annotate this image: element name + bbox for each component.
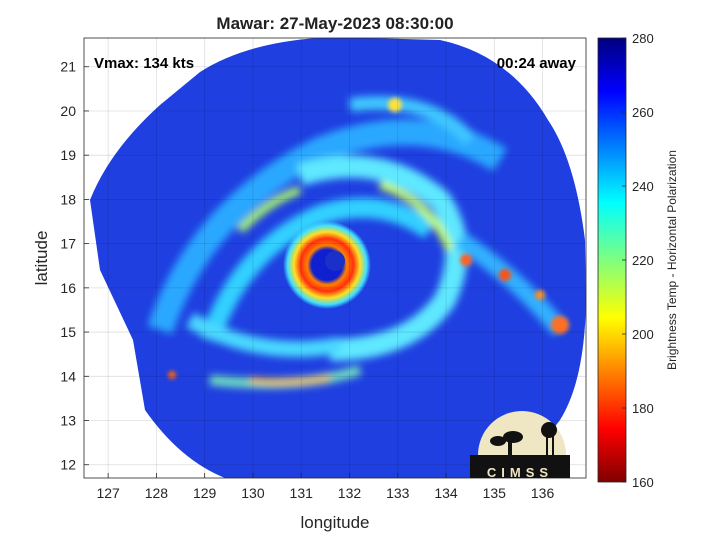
x-axis-label: longitude [300, 513, 369, 532]
time-away-annotation: 00:24 away [497, 55, 577, 72]
vmax-annotation: Vmax: 134 kts [94, 55, 194, 72]
colorbar-tick-label: 260 [632, 105, 654, 120]
x-tick-label: 127 [96, 485, 120, 501]
y-tick-label: 12 [60, 457, 76, 473]
x-tick-label: 131 [290, 485, 314, 501]
y-tick-label: 16 [60, 280, 76, 296]
y-tick-label: 17 [60, 236, 76, 252]
x-tick-label: 132 [338, 485, 362, 501]
colorbar-tick-label: 160 [632, 475, 654, 490]
x-tick-label: 129 [193, 485, 217, 501]
cimss-logo: CIMSS [470, 411, 570, 480]
y-axis-label: latitude [32, 231, 51, 286]
y-tick-label: 15 [60, 324, 76, 340]
y-tick-label: 18 [60, 191, 76, 207]
colorbar-tick-label: 280 [632, 31, 654, 46]
brightness-temperature-image [90, 38, 586, 478]
colorbar-tick-label: 180 [632, 401, 654, 416]
x-tick-label: 136 [531, 485, 555, 501]
x-tick-label: 135 [483, 485, 507, 501]
x-tick-label: 133 [386, 485, 410, 501]
y-tick-label: 20 [60, 103, 76, 119]
y-axis: 12 13 14 15 16 17 18 19 20 21 [60, 59, 89, 473]
y-tick-label: 13 [60, 413, 76, 429]
y-tick-label: 19 [60, 147, 76, 163]
y-tick-label: 21 [60, 59, 76, 75]
chart-title: Mawar: 27-May-2023 08:30:00 [216, 14, 454, 33]
plot-frame [83, 37, 587, 479]
colorbar: 160 180 200 220 240 260 280 Brightness Temp - … [597, 31, 679, 490]
colorbar-tick-label: 240 [632, 179, 654, 194]
y-tick-label: 14 [60, 368, 76, 384]
colorbar-label: Brightness Temp - Horizontal Polarizatio… [665, 150, 679, 370]
x-tick-label: 130 [241, 485, 265, 501]
colorbar-tick-label: 220 [632, 253, 654, 268]
grid [84, 38, 586, 478]
x-tick-label: 128 [145, 485, 169, 501]
logo-text: CIMSS [487, 465, 553, 480]
x-tick-label: 134 [434, 485, 458, 501]
colorbar-tick-label: 200 [632, 327, 654, 342]
x-axis: 127 128 129 130 131 132 133 134 135 136 [96, 473, 554, 501]
